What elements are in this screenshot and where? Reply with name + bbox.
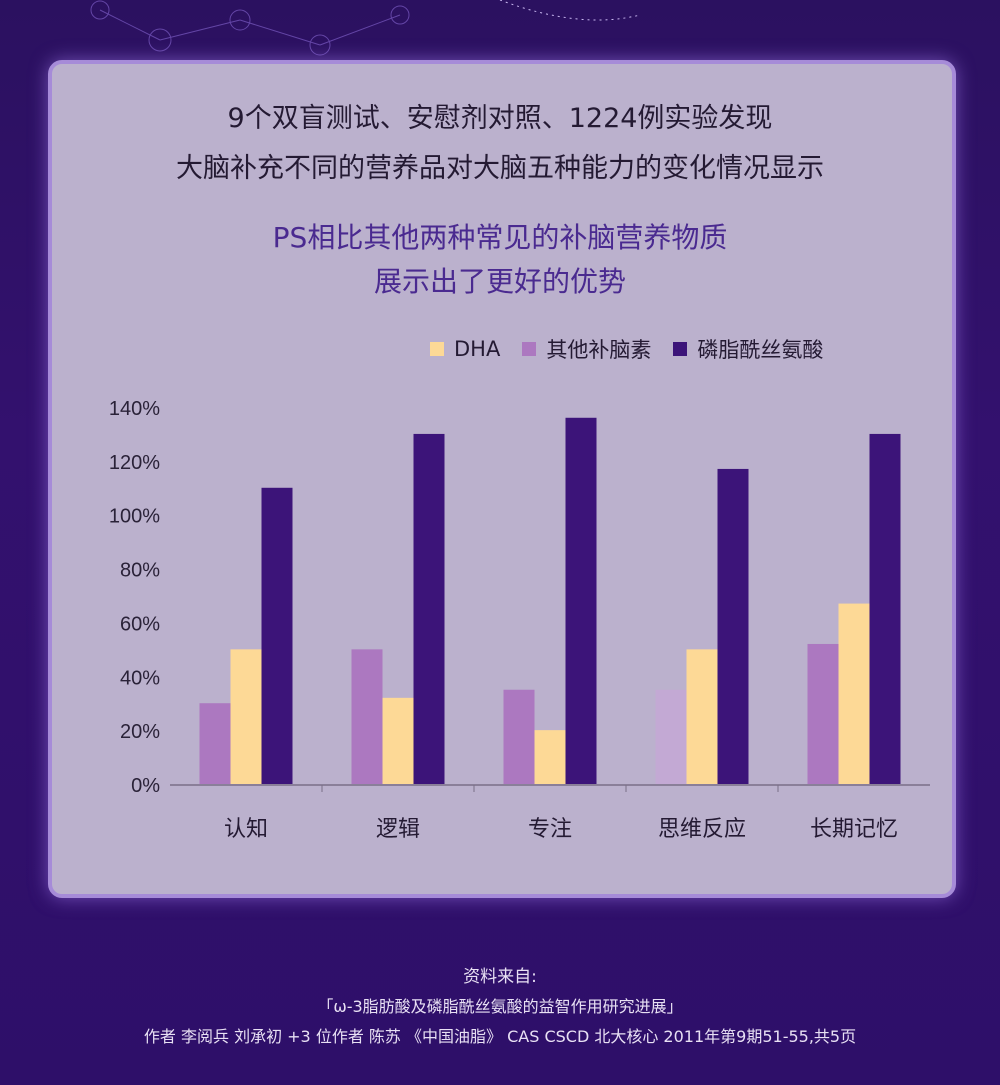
legend-label: 磷脂酰丝氨酸 [697,338,824,362]
bar-磷脂酰丝氨酸-长期记忆 [869,433,901,784]
bar-DHA-长期记忆 [838,603,870,784]
legend-swatch [673,342,688,356]
bar-磷脂酰丝氨酸-专注 [565,417,597,784]
x-category-label: 长期记忆 [810,817,898,842]
bar-chart: 0% 20% 40% 60% 80% 100% 120% 140% 认知 逻辑 专注 思维反应 长期记忆 [109,398,930,842]
title-line-1: 9个双盲测试、安慰剂对照、1224例实验发现 [227,103,773,134]
y-tick-label: 0% [131,775,160,797]
legend-swatch [430,342,444,356]
source-label: 资料来自: [463,967,537,987]
source-paper: 「ω-3脂肪酸及磷脂酰丝氨酸的益智作用研究进展」 [317,997,683,1016]
subtitle-line-2: 展示出了更好的优势 [373,265,626,298]
legend-item-ps: 磷脂酰丝氨酸 [673,334,823,364]
y-tick-label: 40% [120,667,160,689]
bar-其他补脑素-认知 [199,703,231,784]
legend-swatch [522,342,537,356]
bar-磷脂酰丝氨酸-认知 [261,487,293,784]
bar-DHA-逻辑 [382,697,414,784]
legend: DHA 其他补脑素 磷脂酰丝氨酸 [430,334,823,364]
y-tick-label: 140% [109,398,160,420]
bar-磷脂酰丝氨酸-逻辑 [413,433,445,784]
legend-item-other: 其他补脑素 [522,334,651,364]
title-line-2: 大脑补充不同的营养品对大脑五种能力的变化情况显示 [176,153,824,184]
y-tick-label: 100% [109,506,160,528]
source-citation: 作者 李阅兵 刘承初 +3 位作者 陈苏 《中国油脂》 CAS CSCD 北大核… [143,1027,857,1046]
y-tick-label: 20% [120,721,160,743]
network-decoration [90,0,641,56]
x-category-label: 认知 [224,817,268,842]
chart-card [48,60,956,898]
y-tick-label: 60% [120,613,160,635]
legend-item-dha: DHA [430,337,500,361]
y-tick-label: 80% [120,560,160,582]
legend-label: 其他补脑素 [546,338,652,362]
bar-其他补脑素-思维反应 [655,689,687,784]
y-tick-label: 120% [109,452,160,474]
bar-其他补脑素-逻辑 [351,649,383,784]
legend-label: DHA [454,337,501,361]
bar-磷脂酰丝氨酸-思维反应 [717,468,749,784]
subtitle-line-1: PS相比其他两种常见的补脑营养物质 [272,221,728,254]
bar-其他补脑素-专注 [503,689,535,784]
bar-其他补脑素-长期记忆 [807,643,839,784]
bar-DHA-认知 [230,649,262,784]
bar-DHA-思维反应 [686,649,718,784]
x-category-label: 思维反应 [658,817,746,842]
x-category-label: 逻辑 [376,817,420,842]
bar-DHA-专注 [534,730,566,784]
x-category-label: 专注 [528,817,572,842]
